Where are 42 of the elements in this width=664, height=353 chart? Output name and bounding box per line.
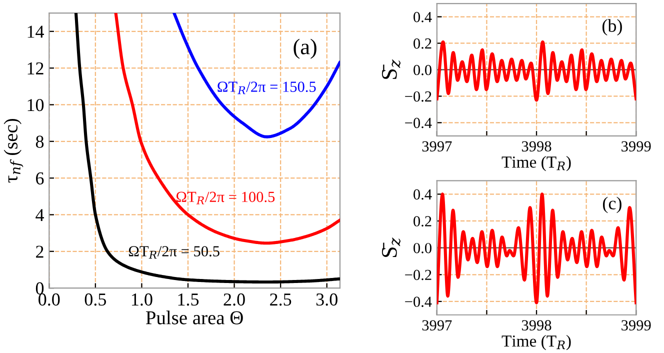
x-tick-label: 2.5 <box>270 293 292 306</box>
y-axis-title: S̄$_{z}$ <box>382 60 401 79</box>
x-axis-title: Time (T$_{R}$) <box>502 334 571 350</box>
annotation: (b) <box>602 19 622 36</box>
x-tick-label: 1.0 <box>132 293 152 306</box>
x-tick-label: 3.0 <box>316 293 338 306</box>
x-tick-label: 3999 <box>622 141 651 152</box>
x-tick-label: 0.5 <box>84 293 106 306</box>
annotation: (c) <box>602 196 622 214</box>
y-tick-label: 0.4 <box>414 189 432 200</box>
y-tick-label: 12 <box>28 62 44 74</box>
y-tick-label: 0.0 <box>414 242 432 254</box>
y-tick-label: −0.2 <box>405 270 432 280</box>
y-axis-title: τ$_{nf}$ (sec) <box>4 118 24 183</box>
x-tick-label: 2.0 <box>224 293 245 306</box>
x-tick-label: 3999 <box>622 320 651 330</box>
y-tick-label: 0.4 <box>414 12 432 22</box>
y-tick-label: −0.4 <box>405 296 432 307</box>
x-tick-label: 3998 <box>522 141 552 152</box>
y-tick-label: 4 <box>36 209 44 221</box>
y-axis-title: S̄$_{z}$ <box>382 238 401 257</box>
y-tick-label: 14 <box>28 26 44 38</box>
annotation: (a) <box>294 38 316 59</box>
x-axis-title: Pulse area Θ <box>146 310 243 324</box>
x-tick-label: 1.5 <box>178 294 199 306</box>
series-label: ΩT$_{R}$/2π = 100.5 <box>176 192 275 204</box>
y-tick-label: 0 <box>36 282 44 294</box>
y-tick-label: −0.2 <box>405 91 432 102</box>
y-tick-label: 2 <box>36 246 44 258</box>
y-tick-label: 0.2 <box>414 216 432 226</box>
x-tick-label: 3997 <box>422 320 452 330</box>
x-axis-title: Time (T$_{R}$) <box>502 156 571 172</box>
series-label: ΩT$_{R}$/2π = 50.5 <box>128 246 220 259</box>
y-tick-label: −0.4 <box>405 118 432 128</box>
y-tick-label: 8 <box>36 136 44 148</box>
x-tick-label: 3998 <box>522 320 552 330</box>
y-tick-label: 0.2 <box>414 38 432 49</box>
x-tick-label: 3997 <box>422 141 452 152</box>
series-label: ΩT$_{R}$/2π = 150.5 <box>218 82 316 94</box>
y-tick-label: 0.0 <box>414 64 432 76</box>
y-tick-label: 10 <box>28 98 44 112</box>
y-tick-label: 6 <box>36 172 44 184</box>
